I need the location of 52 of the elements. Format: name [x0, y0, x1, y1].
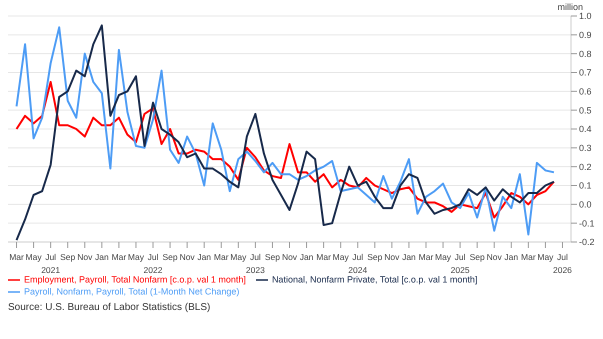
x-tick-label: Nov [180, 252, 196, 262]
x-tick-label: Mar [112, 252, 126, 262]
y-tick-label: 0.0 [579, 200, 592, 210]
x-tick-label: Jul 2023 [246, 252, 266, 275]
y-tick-label: 0.3 [579, 143, 592, 154]
x-tick-label: May [537, 252, 554, 262]
y-tick-label: 0.7 [579, 68, 592, 78]
x-tick-label: Jul 2022 [144, 252, 163, 275]
legend-label: Employment, Payroll, Total Nonfarm [c.o.p. val 1 month] [24, 274, 246, 284]
x-tick-label: May [26, 252, 42, 262]
legend-label: National, Nonfarm Private, Total [c.o.p. val 1 month] [272, 274, 478, 284]
y-tick-label: -0.2 [579, 237, 595, 248]
x-tick-label: Jul 2024 [348, 252, 368, 275]
y-tick-label: 0.2 [579, 162, 592, 172]
x-tick-label: Nov [282, 252, 298, 262]
x-tick-label: Nov [384, 252, 400, 262]
x-tick-label: May [230, 252, 248, 262]
x-tick-label: Jan [197, 252, 212, 262]
x-tick-label: Sep [60, 252, 76, 262]
x-tick-label: Sep [162, 252, 178, 262]
x-tick-label: Mar [214, 252, 229, 262]
line-series [16, 80, 555, 219]
source-note: Source: U.S. Bureau of Labor Statistics (BLS) [8, 302, 212, 313]
x-tick-label: May [332, 252, 350, 262]
y-tick-label: 0.4 [579, 124, 592, 134]
x-tick-label: Mar [418, 252, 434, 262]
legend-label: Payroll, Nonfarm, Payroll, Total (1-Month Net Change) [24, 286, 240, 296]
x-tick-label: Jul 2021 [41, 252, 60, 275]
x-tick-label: Jan [300, 252, 314, 262]
x-tick-label: Jul 2026 [553, 252, 572, 275]
y-tick-label: -0.1 [579, 218, 595, 228]
x-tick-label: Nov [77, 252, 94, 262]
x-tick-label: Jul 2025 [450, 252, 470, 275]
x-tick-label: Mar [316, 252, 332, 262]
y-tick-label: 0.6 [579, 86, 592, 97]
y-tick-label: 0.5 [579, 105, 592, 116]
x-tick-label: Jan [504, 252, 518, 262]
y-tick-label: 1.0 [579, 11, 592, 22]
x-tick-label: Mar [521, 252, 536, 262]
x-tick-label: May [128, 252, 145, 262]
x-tick-label: Nov [486, 252, 503, 262]
x-tick-label: Sep [367, 252, 383, 262]
x-tick-label: Jan [402, 252, 416, 262]
y-tick-label: 0.8 [579, 48, 592, 59]
x-tick-label: May [435, 252, 452, 262]
y-tick-label: 0.1 [579, 180, 592, 191]
x-tick-label: Sep [470, 252, 485, 262]
x-tick-label: Mar [9, 252, 24, 262]
y-axis-title: million [557, 2, 583, 12]
y-tick-label: 0.9 [579, 30, 592, 40]
x-tick-label: Jan [94, 252, 109, 262]
x-tick-label: Sep [264, 252, 280, 262]
